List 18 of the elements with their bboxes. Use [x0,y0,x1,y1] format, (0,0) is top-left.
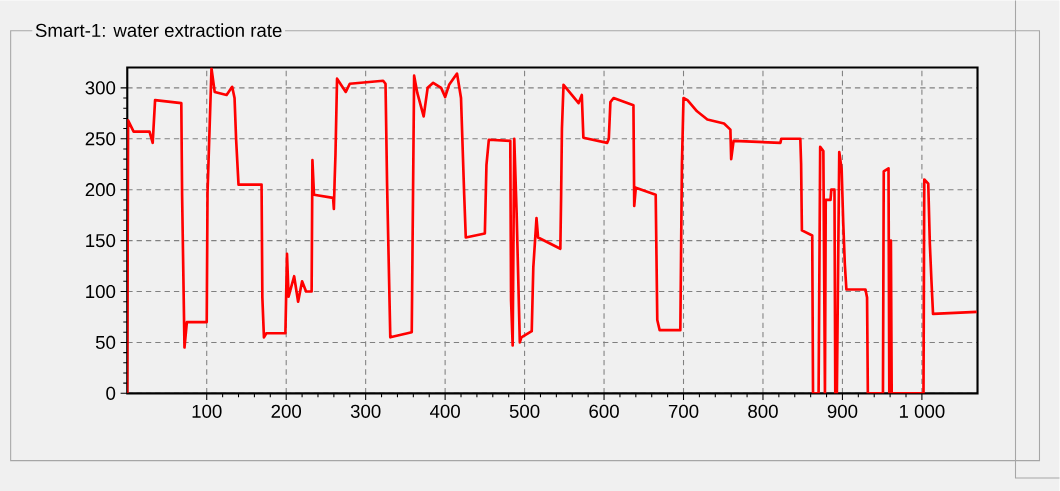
y-tick-label: 150 [86,233,116,248]
y-tick-label: 200 [85,182,116,197]
x-tick-label: 700 [668,404,699,418]
x-tick-label: 900 [827,404,858,418]
x-tick-label: 400 [429,404,460,418]
x-tick-label: 800 [748,404,778,418]
x-tick-label: 300 [350,404,381,418]
x-tick-label: 1 000 [899,404,945,418]
y-tick-label: 300 [85,81,116,95]
x-tick-label: 100 [192,404,222,418]
y-tick-label: 0 [106,386,116,400]
x-tick-label: 500 [509,404,540,418]
y-tick-label: 100 [86,284,116,298]
y-tick-label: 250 [85,132,116,146]
chart-title: Smart-1: water extraction rate [35,23,282,37]
x-tick-label: 200 [271,404,302,418]
y-tick-label: 50 [95,335,116,349]
x-tick-label: 600 [589,404,619,418]
